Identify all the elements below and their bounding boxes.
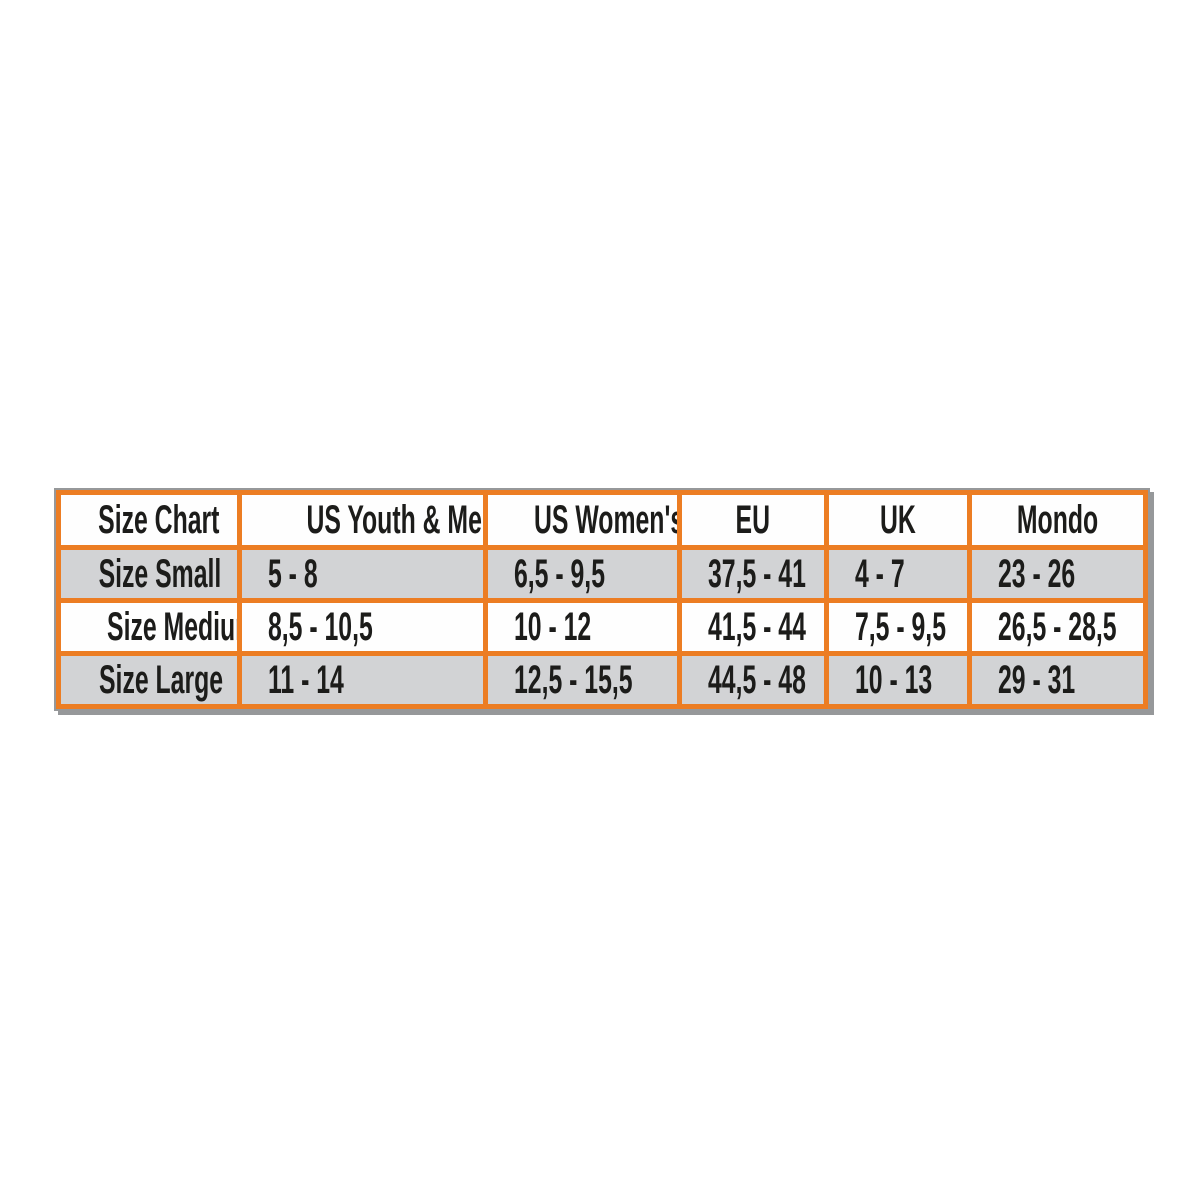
cell-value: 26,5 - 28,5 bbox=[998, 605, 1117, 649]
cell-value: 6,5 - 9,5 bbox=[514, 552, 605, 596]
cell-eu: 37,5 - 41 bbox=[677, 545, 829, 603]
cell-us-youth-mens: 11 - 14 bbox=[237, 651, 488, 709]
header-cell-us-youth-mens: US Youth & Men's bbox=[237, 490, 488, 550]
cell-value: 44,5 - 48 bbox=[708, 658, 806, 702]
cell-eu: 44,5 - 48 bbox=[677, 651, 829, 709]
cell-value: 5 - 8 bbox=[268, 552, 318, 596]
cell-uk: 7,5 - 9,5 bbox=[824, 598, 972, 656]
cell-mondo: 26,5 - 28,5 bbox=[967, 598, 1148, 656]
cell-value: 37,5 - 41 bbox=[708, 552, 806, 596]
cell-us-womens: 10 - 12 bbox=[483, 598, 682, 656]
header-label: US Women's bbox=[534, 498, 680, 542]
header-label: UK bbox=[880, 498, 916, 542]
cell-value: 12,5 - 15,5 bbox=[514, 658, 633, 702]
cell-value: 10 - 13 bbox=[855, 658, 933, 702]
header-label: EU bbox=[735, 498, 771, 542]
cell-us-womens: 12,5 - 15,5 bbox=[483, 651, 682, 709]
cell-value: 4 - 7 bbox=[855, 552, 905, 596]
row-size-medium: Size Medium 8,5 - 10,5 10 - 12 41,5 - 44… bbox=[56, 598, 1148, 656]
header-label: Mondo bbox=[1016, 498, 1099, 542]
header-label: Size Chart bbox=[98, 498, 220, 542]
header-cell-mondo: Mondo bbox=[967, 490, 1148, 550]
cell-value: 29 - 31 bbox=[998, 658, 1076, 702]
cell-eu: 41,5 - 44 bbox=[677, 598, 829, 656]
header-cell-uk: UK bbox=[824, 490, 972, 550]
row-label-text: Size Large bbox=[99, 658, 224, 702]
header-cell-us-womens: US Women's bbox=[483, 490, 682, 550]
row-label-text: Size Medium bbox=[107, 605, 236, 649]
cell-value: 11 - 14 bbox=[268, 658, 344, 702]
size-chart-grid: Size Chart US Youth & Men's US Women's E… bbox=[56, 490, 1148, 709]
header-cell-size-chart: Size Chart bbox=[56, 490, 242, 550]
cell-value: 8,5 - 10,5 bbox=[268, 605, 373, 649]
row-label: Size Medium bbox=[56, 598, 242, 656]
row-size-small: Size Small 5 - 8 6,5 - 9,5 37,5 - 41 4 -… bbox=[56, 545, 1148, 603]
header-row: Size Chart US Youth & Men's US Women's E… bbox=[56, 490, 1148, 550]
row-label: Size Small bbox=[56, 545, 242, 603]
cell-uk: 10 - 13 bbox=[824, 651, 972, 709]
cell-us-youth-mens: 8,5 - 10,5 bbox=[237, 598, 488, 656]
cell-us-womens: 6,5 - 9,5 bbox=[483, 545, 682, 603]
cell-us-youth-mens: 5 - 8 bbox=[237, 545, 488, 603]
size-chart-table: Size Chart US Youth & Men's US Women's E… bbox=[54, 488, 1150, 711]
cell-value: 7,5 - 9,5 bbox=[855, 605, 946, 649]
cell-mondo: 23 - 26 bbox=[967, 545, 1148, 603]
cell-value: 10 - 12 bbox=[514, 605, 592, 649]
cell-value: 23 - 26 bbox=[998, 552, 1076, 596]
cell-value: 41,5 - 44 bbox=[708, 605, 806, 649]
row-label-text: Size Small bbox=[98, 552, 222, 596]
row-size-large: Size Large 11 - 14 12,5 - 15,5 44,5 - 48… bbox=[56, 651, 1148, 709]
header-cell-eu: EU bbox=[677, 490, 829, 550]
row-label: Size Large bbox=[56, 651, 242, 709]
cell-uk: 4 - 7 bbox=[824, 545, 972, 603]
cell-mondo: 29 - 31 bbox=[967, 651, 1148, 709]
header-label: US Youth & Men's bbox=[306, 498, 482, 542]
